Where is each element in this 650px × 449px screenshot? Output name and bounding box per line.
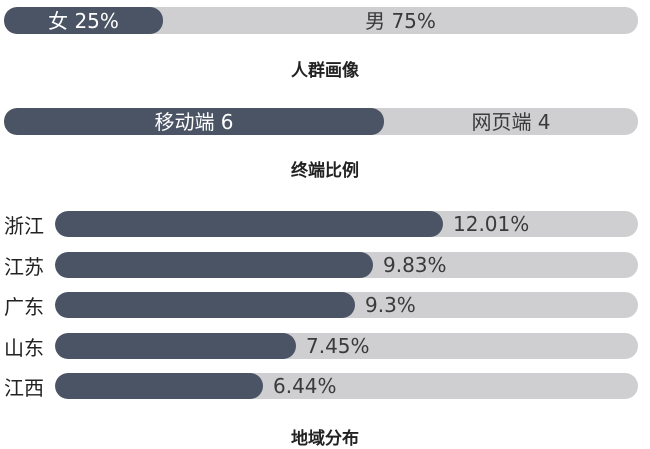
region-label: 广东 — [4, 294, 44, 319]
region-chart-title: 地域分布 — [291, 429, 359, 449]
gender-chart-title: 人群画像 — [291, 61, 359, 81]
region-label: 山东 — [4, 335, 44, 360]
device-bar-track: 移动端 6 网页端 4 — [4, 108, 638, 135]
device-mobile-label: 移动端 6 — [154, 109, 234, 134]
region-bar-track — [55, 211, 638, 237]
region-label: 江苏 — [4, 254, 44, 279]
region-value: 6.44% — [273, 374, 337, 398]
region-bar-track — [55, 333, 638, 359]
gender-female-label: 女 25% — [48, 8, 119, 33]
gender-male-label: 男 75% — [365, 8, 436, 33]
region-bar — [55, 333, 296, 359]
region-bar-track — [55, 252, 638, 278]
device-mobile-bar — [4, 108, 384, 135]
device-chart-title: 终端比例 — [291, 161, 359, 181]
region-value: 9.3% — [365, 293, 416, 317]
region-label: 浙江 — [4, 213, 44, 238]
gender-female-bar — [4, 7, 163, 34]
region-bar — [55, 211, 443, 237]
region-value: 7.45% — [306, 334, 370, 358]
region-bar — [55, 292, 355, 318]
device-web-label: 网页端 4 — [471, 109, 551, 134]
region-bar — [55, 373, 263, 399]
region-value: 12.01% — [453, 212, 530, 236]
region-bar-track — [55, 373, 638, 399]
region-bar — [55, 252, 373, 278]
region-bar-track — [55, 292, 638, 318]
region-label: 江西 — [4, 375, 44, 400]
region-value: 9.83% — [383, 253, 447, 277]
gender-bar-track: 女 25% 男 75% — [4, 7, 638, 34]
